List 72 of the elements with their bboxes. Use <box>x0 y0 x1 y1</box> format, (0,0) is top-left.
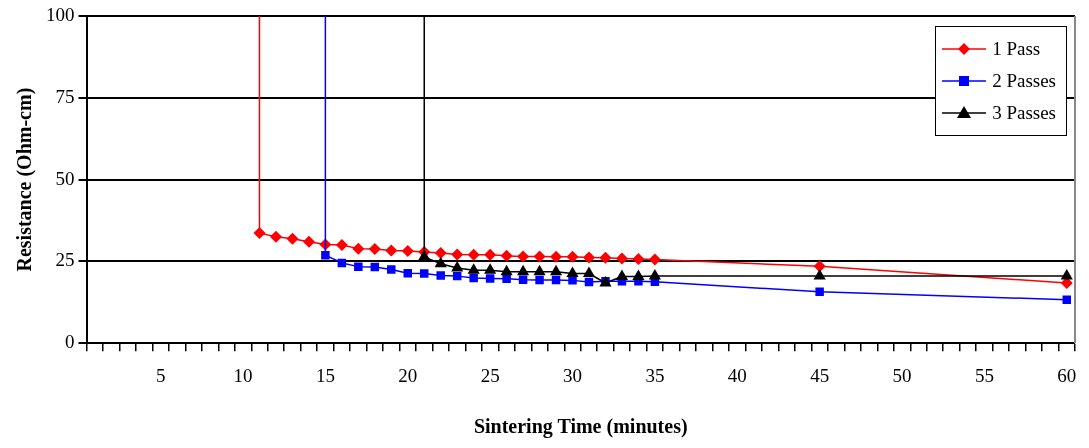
point <box>484 248 497 261</box>
point <box>385 244 398 257</box>
x-tick-label: 45 <box>810 364 830 386</box>
point <box>467 248 480 261</box>
point <box>566 250 579 263</box>
point <box>648 269 661 280</box>
x-tick-label: 15 <box>315 364 335 386</box>
y-tick-label: 0 <box>65 331 75 353</box>
point <box>269 230 282 243</box>
point <box>368 242 381 255</box>
point <box>469 273 478 283</box>
point <box>815 287 824 297</box>
point <box>436 271 445 280</box>
point <box>434 246 447 259</box>
point <box>485 274 495 283</box>
x-tick-label: 30 <box>563 364 583 386</box>
point <box>302 235 315 248</box>
x-tick-label: 5 <box>155 364 166 386</box>
point <box>566 266 579 278</box>
point <box>500 249 513 262</box>
y-tick-label: 50 <box>55 167 75 189</box>
x-tick-label: 50 <box>892 364 912 386</box>
point <box>451 248 464 261</box>
point <box>401 244 414 257</box>
point <box>517 250 530 263</box>
point <box>354 262 363 271</box>
point <box>500 264 513 276</box>
point <box>420 269 429 278</box>
point <box>352 242 365 255</box>
y-tick-label: 100 <box>46 3 75 25</box>
point <box>813 260 826 273</box>
point <box>286 232 299 245</box>
x-tick-label: 60 <box>1057 364 1077 386</box>
point <box>632 269 645 280</box>
x-tick-label: 35 <box>645 364 665 386</box>
point <box>434 256 447 268</box>
point <box>533 250 546 263</box>
point <box>1060 269 1073 280</box>
point <box>648 253 661 266</box>
point <box>615 252 628 265</box>
point <box>533 264 546 276</box>
point <box>321 250 330 260</box>
x-tick-label: 55 <box>974 364 994 386</box>
point <box>484 263 497 274</box>
point <box>253 226 266 239</box>
point <box>632 253 645 266</box>
y-tick-label: 25 <box>55 249 75 271</box>
point <box>535 275 544 285</box>
y-tick-label: 75 <box>55 85 75 107</box>
point <box>813 269 826 280</box>
point <box>550 250 563 263</box>
x-tick-label: 25 <box>480 364 500 386</box>
legend-label: 2 Passes <box>992 70 1056 92</box>
point <box>467 263 480 274</box>
point <box>387 265 396 274</box>
point <box>582 266 596 278</box>
y-axis-title: Resistance (Ohm-cm) <box>13 87 37 272</box>
point <box>599 251 612 264</box>
x-axis-title: Sintering Time (minutes) <box>473 415 688 439</box>
x-tick-label: 20 <box>398 364 418 386</box>
x-tick-label: 40 <box>727 364 747 386</box>
legend-label: 1 Pass <box>992 38 1041 60</box>
point <box>615 269 628 280</box>
x-tick-label: 10 <box>233 364 253 386</box>
point <box>549 264 563 276</box>
point <box>582 251 595 264</box>
point <box>517 264 530 276</box>
legend-label: 3 Passes <box>992 102 1056 124</box>
point <box>518 275 528 284</box>
point <box>1062 295 1072 304</box>
point <box>335 239 348 252</box>
point <box>418 249 431 261</box>
